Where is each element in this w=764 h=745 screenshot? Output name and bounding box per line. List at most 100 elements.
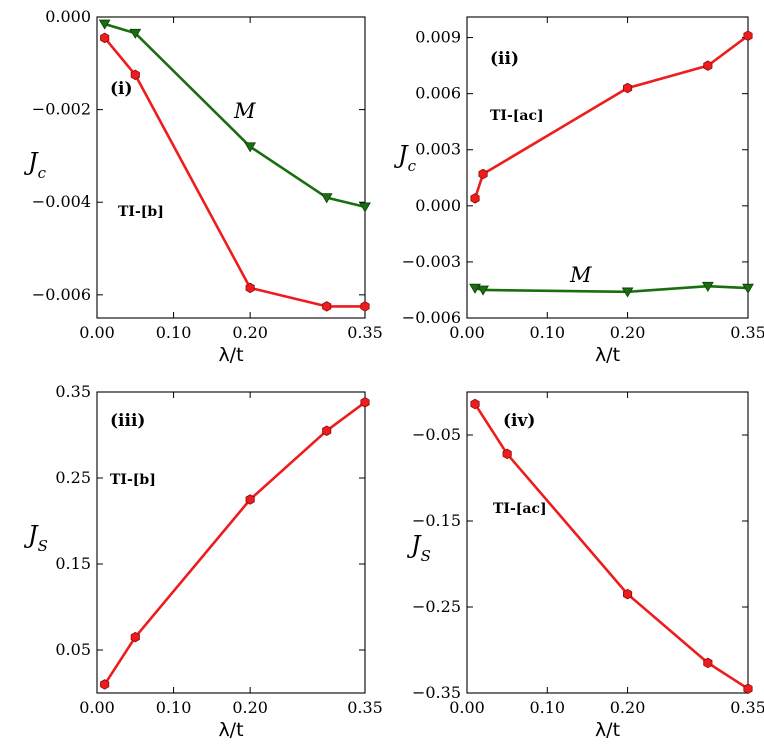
series-ti-ac-: [470, 30, 753, 204]
panel-iv: 0.00 0.10 0.20 0.35 −0.05 −0.15 −0.25 −0.35 λ/t J…: [406, 391, 764, 741]
data-point: [360, 397, 370, 408]
y-tick-label: 0.25: [55, 468, 91, 487]
y-axis-label-main: J: [23, 521, 39, 549]
series-m: M: [469, 263, 754, 298]
data-point: [502, 448, 512, 460]
y-axis-label: Jc: [393, 141, 417, 175]
data-point: [100, 679, 110, 690]
x-tick-label: 0.20: [610, 323, 646, 342]
panel-annotation: TI-[b]: [110, 472, 156, 488]
panel-label: (ii): [490, 49, 519, 69]
panel-label: (i): [110, 79, 133, 99]
data-point: [623, 588, 633, 600]
x-axis-label: λ/t: [595, 719, 620, 741]
series-ti-b-: [100, 397, 370, 690]
data-point: [743, 683, 753, 694]
y-axis-label: JS: [406, 531, 431, 565]
panel-annotation: TI-[ac]: [493, 501, 547, 517]
data-point: [478, 168, 488, 180]
y-tick-label: 0.009: [415, 28, 461, 47]
data-point: [322, 425, 332, 436]
y-tick-label: 0.006: [415, 84, 461, 103]
data-point: [129, 28, 142, 39]
y-tick-label: −0.15: [412, 511, 461, 530]
data-point: [703, 60, 713, 71]
series-line: [103, 37, 365, 308]
y-tick-label: 0.003: [415, 140, 461, 159]
y-tick-label: −0.05: [412, 425, 461, 444]
y-tick-label: 0.05: [55, 640, 91, 659]
y-tick-label: −0.004: [32, 192, 91, 211]
panel-ii: 0.00 0.10 0.20 0.35 0.009 0.006 0.003 0.000 −0.0…: [393, 16, 764, 366]
panel-label: (iii): [110, 411, 145, 431]
panel-i: 0.00 0.10 0.20 0.35 0.000 −0.002 −0.004 −0.006 λ…: [23, 7, 383, 366]
data-point: [244, 142, 257, 153]
x-tick-label: 0.10: [529, 323, 565, 342]
panel-annotation: TI-[ac]: [490, 108, 544, 124]
series-ti-b-: [100, 32, 370, 312]
data-point: [322, 301, 332, 312]
data-point: [100, 32, 110, 44]
y-tick-label: −0.003: [402, 252, 461, 271]
y-axis-label-subscript: S: [421, 547, 431, 565]
y-tick-label: 0.15: [55, 554, 91, 573]
data-point: [98, 19, 111, 30]
series-label-m: M: [233, 99, 256, 123]
y-tick-label: −0.006: [402, 308, 461, 327]
y-tick-label: 0.000: [45, 7, 91, 26]
x-tick-label: 0.20: [232, 698, 268, 717]
x-axis-label: λ/t: [218, 344, 243, 366]
x-tick-label: 0.00: [79, 698, 115, 717]
data-point: [742, 283, 754, 294]
y-tick-label: 0.35: [55, 382, 91, 401]
panel-iii: 0.00 0.10 0.20 0.35 0.35 0.25 0.15 0.05 λ/t JS (ii…: [23, 382, 383, 741]
data-point: [245, 282, 255, 294]
x-tick-label: 0.00: [449, 698, 485, 717]
data-point: [130, 631, 140, 643]
data-point: [360, 301, 370, 312]
y-axis-label-main: J: [406, 531, 422, 559]
data-point: [477, 285, 489, 296]
x-tick-label: 0.10: [156, 698, 192, 717]
x-tick-label: 0.35: [347, 323, 383, 342]
y-tick-label: −0.35: [412, 683, 461, 702]
y-tick-label: 0.000: [415, 196, 461, 215]
y-tick-label: −0.006: [32, 285, 91, 304]
y-axis-label: JS: [23, 521, 48, 555]
x-tick-label: 0.20: [232, 323, 268, 342]
x-tick-label: 0.35: [347, 698, 383, 717]
x-tick-label: 0.35: [730, 323, 764, 342]
series-line: [103, 401, 366, 686]
x-axis-label: λ/t: [218, 719, 243, 741]
data-point: [701, 281, 714, 292]
data-point: [359, 202, 371, 213]
y-axis-label-subscript: c: [408, 157, 417, 175]
data-point: [130, 69, 140, 81]
data-point: [703, 657, 713, 669]
data-point: [470, 193, 480, 204]
series-label-m: M: [569, 263, 592, 287]
series-m: M: [98, 19, 371, 213]
x-tick-label: 0.35: [730, 698, 764, 717]
y-axis-label-subscript: S: [38, 537, 48, 555]
x-tick-label: 0.00: [79, 323, 115, 342]
panel-label: (iv): [503, 411, 535, 431]
axes-frame: [466, 16, 749, 319]
y-axis-label-main: J: [23, 148, 39, 176]
y-axis-label-main: J: [393, 141, 409, 169]
x-axis-label: λ/t: [595, 344, 620, 366]
axes-frame: [96, 16, 366, 319]
data-point: [623, 82, 633, 94]
panel-annotation: TI-[b]: [118, 204, 164, 220]
series-ti-ac-: [470, 398, 753, 694]
x-tick-label: 0.10: [156, 323, 192, 342]
axes-frame: [466, 391, 749, 694]
data-point: [320, 193, 333, 204]
x-tick-label: 0.00: [449, 323, 485, 342]
axes-frame: [96, 391, 366, 694]
data-point: [245, 494, 255, 505]
data-point: [621, 287, 634, 298]
data-point: [470, 398, 480, 410]
y-tick-label: −0.25: [412, 597, 461, 616]
